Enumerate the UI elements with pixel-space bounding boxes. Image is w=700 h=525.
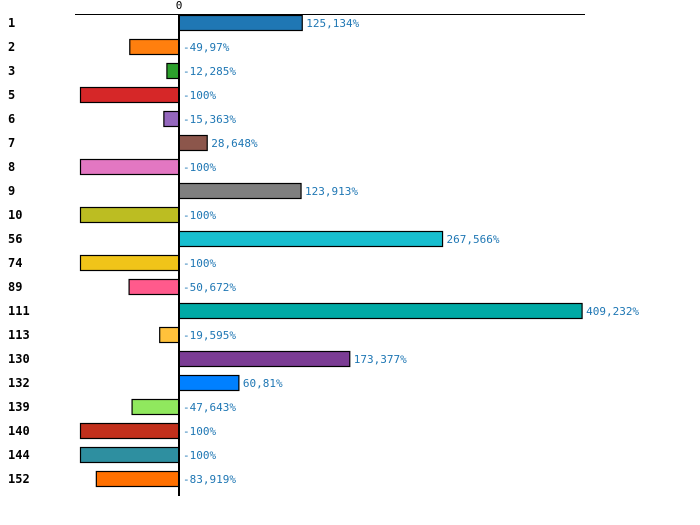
category-label: 111 — [8, 304, 30, 318]
bar-8 — [79, 158, 180, 176]
category-label: 1 — [8, 16, 15, 30]
category-label: 2 — [8, 40, 15, 54]
bar-7 — [178, 134, 208, 152]
value-label: 267,566% — [447, 233, 500, 246]
zero-tick-label: 0 — [176, 0, 183, 12]
value-label: 60,81% — [243, 377, 283, 390]
category-label: 5 — [8, 88, 15, 102]
bar-140 — [79, 422, 180, 440]
bar-74 — [79, 254, 180, 272]
bar-1 — [178, 14, 303, 32]
category-label: 140 — [8, 424, 30, 438]
value-label: -100% — [183, 257, 216, 270]
value-label: -100% — [183, 89, 216, 102]
category-label: 3 — [8, 64, 15, 78]
bar-2 — [129, 38, 180, 56]
category-label: 56 — [8, 232, 22, 246]
value-label: 409,232% — [586, 305, 639, 318]
bar-56 — [178, 230, 444, 248]
category-label: 139 — [8, 400, 30, 414]
bar-5 — [79, 86, 180, 104]
value-label: 123,913% — [305, 185, 358, 198]
bar-144 — [79, 446, 180, 464]
category-label: 113 — [8, 328, 30, 342]
value-label: -100% — [183, 209, 216, 222]
value-label: 173,377% — [354, 353, 407, 366]
bar-3 — [166, 62, 180, 80]
value-label: -47,643% — [183, 401, 236, 414]
category-label: 8 — [8, 160, 15, 174]
bar-139 — [131, 398, 180, 416]
bar-89 — [128, 278, 180, 296]
value-label: -83,919% — [183, 473, 236, 486]
category-label: 144 — [8, 448, 30, 462]
value-label: -100% — [183, 161, 216, 174]
bar-10 — [79, 206, 180, 224]
category-label: 74 — [8, 256, 22, 270]
category-label: 132 — [8, 376, 30, 390]
value-label: -100% — [183, 449, 216, 462]
category-label: 9 — [8, 184, 15, 198]
value-label: -15,363% — [183, 113, 236, 126]
value-label: -100% — [183, 425, 216, 438]
value-label: 125,134% — [306, 17, 359, 30]
category-label: 89 — [8, 280, 22, 294]
category-label: 152 — [8, 472, 30, 486]
bar-9 — [178, 182, 302, 200]
value-label: 28,648% — [211, 137, 258, 150]
bar-132 — [178, 374, 240, 392]
bar-152 — [95, 470, 180, 488]
value-label: -12,285% — [183, 65, 236, 78]
bar-130 — [178, 350, 351, 368]
bar-6 — [163, 110, 180, 128]
category-label: 10 — [8, 208, 22, 222]
value-label: -49,97% — [183, 41, 230, 54]
value-label: -19,595% — [183, 329, 236, 342]
bar-113 — [159, 326, 180, 344]
bar-111 — [178, 302, 583, 320]
category-label: 7 — [8, 136, 15, 150]
category-label: 130 — [8, 352, 30, 366]
category-label: 6 — [8, 112, 15, 126]
value-label: -50,672% — [183, 281, 236, 294]
